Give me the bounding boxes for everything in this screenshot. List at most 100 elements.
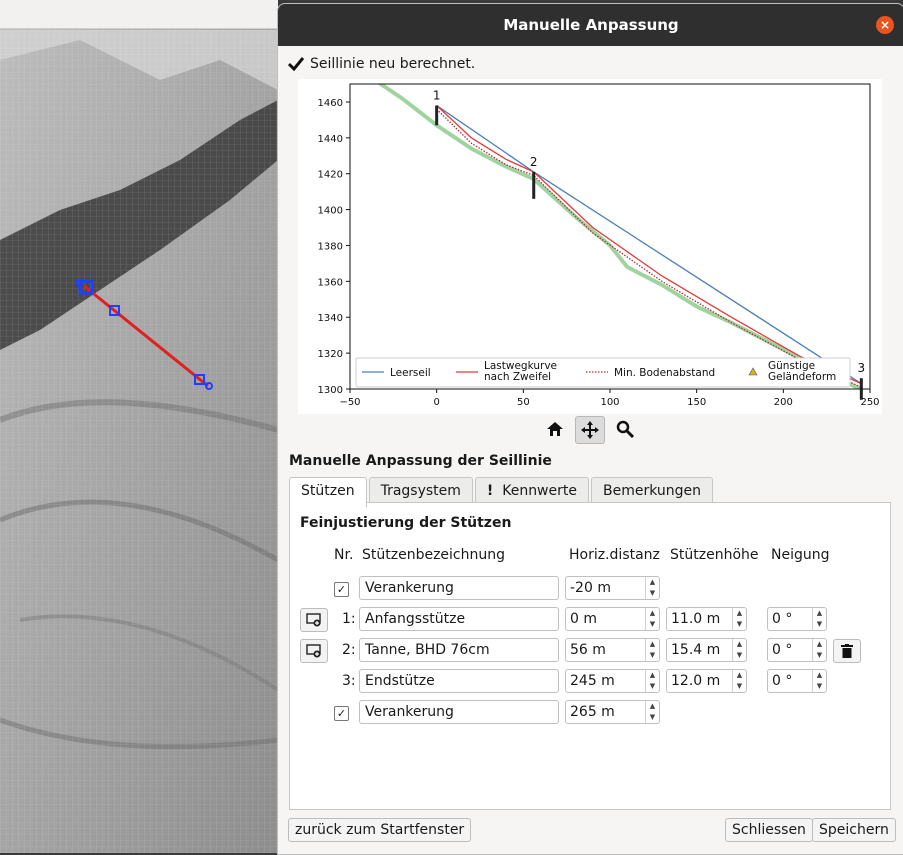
spin-arrows-icon[interactable]: ▲ ▼	[732, 639, 746, 661]
y-tick-label: 1380	[318, 241, 343, 252]
height-spinbox[interactable]: 11.0 m ▲ ▼	[666, 607, 747, 631]
legend-label: Geländeform	[768, 371, 836, 383]
tab-kennwerte[interactable]: ! Kennwerte	[474, 477, 589, 506]
tilt-value: 0 °	[772, 611, 793, 627]
support-name-input[interactable]: Endstütze	[359, 669, 559, 693]
trash-icon	[841, 644, 853, 658]
add-support-button[interactable]	[300, 608, 328, 632]
anchor-checkbox[interactable]: ✓	[334, 706, 349, 721]
y-tick-label: 1340	[318, 313, 343, 324]
distance-value: 265 m	[570, 704, 615, 720]
distance-value: 0 m	[570, 611, 597, 627]
tilt-spinbox[interactable]: 0 ° ▲ ▼	[767, 607, 827, 631]
distance-value: -20 m	[570, 580, 611, 596]
distance-spinbox[interactable]: 265 m ▲ ▼	[565, 700, 660, 724]
close-window-button[interactable]: ×	[876, 16, 894, 34]
x-tick-label: −50	[339, 397, 360, 408]
distance-spinbox[interactable]: 245 m ▲ ▼	[565, 669, 660, 693]
x-tick-label: 0	[433, 397, 439, 408]
support-row: ✓ Verankerung -20 m ▲ ▼	[290, 576, 890, 602]
panel-title: Feinjustierung der Stützen	[300, 515, 512, 531]
support-number: 1:	[342, 611, 356, 627]
map-canvas[interactable]	[0, 0, 278, 853]
home-icon	[547, 422, 563, 436]
support-name-input[interactable]: Verankerung	[359, 700, 559, 724]
support-label: 1	[433, 89, 441, 103]
tab-kennwerte-label: Kennwerte	[502, 483, 577, 499]
supports-panel: Feinjustierung der Stützen Nr. Stützenbe…	[289, 502, 891, 810]
y-tick-label: 1460	[318, 98, 343, 109]
save-button[interactable]: Speichern	[812, 818, 896, 842]
support-name-input[interactable]: Tanne, BHD 76cm	[359, 638, 559, 662]
support-name-input[interactable]: Anfangsstütze	[359, 607, 559, 631]
tab-stuetzen[interactable]: Stützen	[289, 477, 367, 507]
header-tilt: Neigung	[771, 547, 830, 563]
back-to-start-button[interactable]: zurück zum Startfenster	[288, 818, 472, 842]
support-row: 3: Endstütze 245 m ▲ ▼ 12.0 m ▲ ▼ 0 ° ▲ ▼	[290, 669, 890, 695]
add-support-button[interactable]	[300, 639, 328, 663]
manual-adjustment-dialog: Manuelle Anpassung × Seillinie neu berec…	[277, 3, 903, 855]
header-name: Stützenbezeichnung	[362, 547, 506, 563]
spin-arrows-icon[interactable]: ▲ ▼	[645, 701, 659, 723]
distance-spinbox[interactable]: 56 m ▲ ▼	[565, 638, 660, 662]
legend-label: Günstige	[768, 360, 815, 372]
x-tick-label: 200	[774, 397, 793, 408]
legend-label: Leerseil	[390, 367, 431, 379]
plot-frame	[349, 83, 871, 390]
pan-icon	[581, 421, 599, 439]
tab-tragsystem[interactable]: Tragsystem	[368, 477, 473, 506]
tab-bar: Stützen Tragsystem ! Kennwerte Bemerkung…	[289, 477, 715, 507]
tilt-spinbox[interactable]: 0 ° ▲ ▼	[767, 638, 827, 662]
add-support-icon	[306, 644, 321, 658]
support-marker[interactable]	[109, 305, 120, 316]
spin-arrows-icon[interactable]: ▲ ▼	[645, 577, 659, 599]
anchor-checkbox[interactable]: ✓	[334, 582, 349, 597]
x-tick-label: 150	[687, 397, 706, 408]
close-button[interactable]: Schliessen	[725, 818, 813, 842]
support-row: 2: Tanne, BHD 76cm 56 m ▲ ▼ 15.4 m ▲ ▼ 0 ° ▲ ▼	[290, 638, 890, 664]
cable-profile-chart: 1 2 3 −50 0 50 100 150 200 250 1300 1320 1340 1360 138…	[298, 79, 882, 414]
end-anchor-marker[interactable]	[194, 374, 205, 385]
zoom-icon	[616, 420, 634, 438]
distance-spinbox[interactable]: -20 m ▲ ▼	[565, 576, 660, 600]
support-row: 1: Anfangsstütze 0 m ▲ ▼ 11.0 m ▲ ▼ 0 ° ▲ ▼	[290, 607, 890, 633]
tilt-value: 0 °	[772, 642, 793, 658]
spin-arrows-icon[interactable]: ▲ ▼	[812, 608, 826, 630]
x-tick-label: 50	[517, 397, 530, 408]
y-tick-label: 1320	[318, 349, 343, 360]
title-bar: Manuelle Anpassung ×	[278, 4, 903, 46]
warning-icon: !	[486, 483, 494, 499]
support-name-input[interactable]: Verankerung	[359, 576, 559, 600]
home-button[interactable]	[541, 416, 569, 442]
height-value: 12.0 m	[671, 673, 721, 689]
support-label: 3	[858, 361, 866, 375]
legend-label: Lastwegkurve	[484, 360, 557, 372]
header-nr: Nr.	[334, 547, 354, 563]
height-spinbox[interactable]: 15.4 m ▲ ▼	[666, 638, 747, 662]
start-anchor-marker[interactable]	[78, 279, 94, 295]
distance-spinbox[interactable]: 0 m ▲ ▼	[565, 607, 660, 631]
spin-arrows-icon[interactable]: ▲ ▼	[645, 639, 659, 661]
tab-bemerkungen[interactable]: Bemerkungen	[590, 477, 714, 506]
x-tick-label: 250	[860, 397, 879, 408]
distance-value: 56 m	[570, 642, 606, 658]
header-distance: Horiz.distanz	[569, 547, 660, 563]
spin-arrows-icon[interactable]: ▲ ▼	[812, 639, 826, 661]
support-number: 3:	[342, 673, 356, 689]
spin-arrows-icon[interactable]: ▲ ▼	[812, 670, 826, 692]
spin-arrows-icon[interactable]: ▲ ▼	[732, 670, 746, 692]
pan-button[interactable]	[575, 416, 605, 444]
legend-box	[355, 357, 851, 388]
spin-arrows-icon[interactable]: ▲ ▼	[645, 608, 659, 630]
check-icon	[288, 57, 304, 71]
delete-support-button[interactable]	[833, 639, 861, 663]
support-label: 2	[530, 155, 538, 169]
spin-arrows-icon[interactable]: ▲ ▼	[732, 608, 746, 630]
height-spinbox[interactable]: 12.0 m ▲ ▼	[666, 669, 747, 693]
y-tick-label: 1300	[318, 385, 343, 396]
legend-label: nach Zweifel	[484, 371, 551, 383]
tilt-spinbox[interactable]: 0 ° ▲ ▼	[767, 669, 827, 693]
zoom-button[interactable]	[611, 416, 639, 442]
cable-line	[83, 284, 209, 388]
spin-arrows-icon[interactable]: ▲ ▼	[645, 670, 659, 692]
